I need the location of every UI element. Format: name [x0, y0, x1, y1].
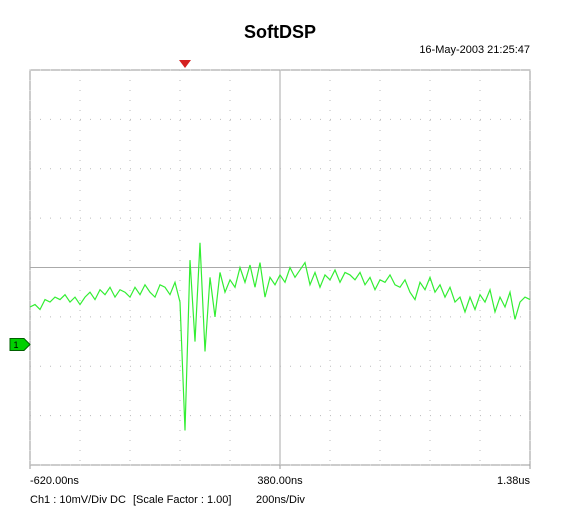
scale-factor: [Scale Factor : 1.00] — [133, 494, 231, 506]
waveform — [29, 242, 531, 431]
channel-marker — [9, 338, 31, 352]
channel-marker-label: 1 — [13, 340, 18, 350]
title: SoftDSP — [244, 22, 316, 42]
x-tick-label: 380.00ns — [257, 475, 303, 487]
timebase: 200ns/Div — [256, 494, 305, 506]
x-tick-label: -620.00ns — [30, 475, 79, 487]
coupling: DC — [110, 494, 126, 506]
x-tick-label: 1.38us — [497, 475, 531, 487]
timestamp: 16-May-2003 21:25:47 — [419, 44, 530, 56]
channel-info: Ch1 : 10mV/Div — [30, 494, 108, 506]
trigger-marker — [179, 60, 191, 68]
